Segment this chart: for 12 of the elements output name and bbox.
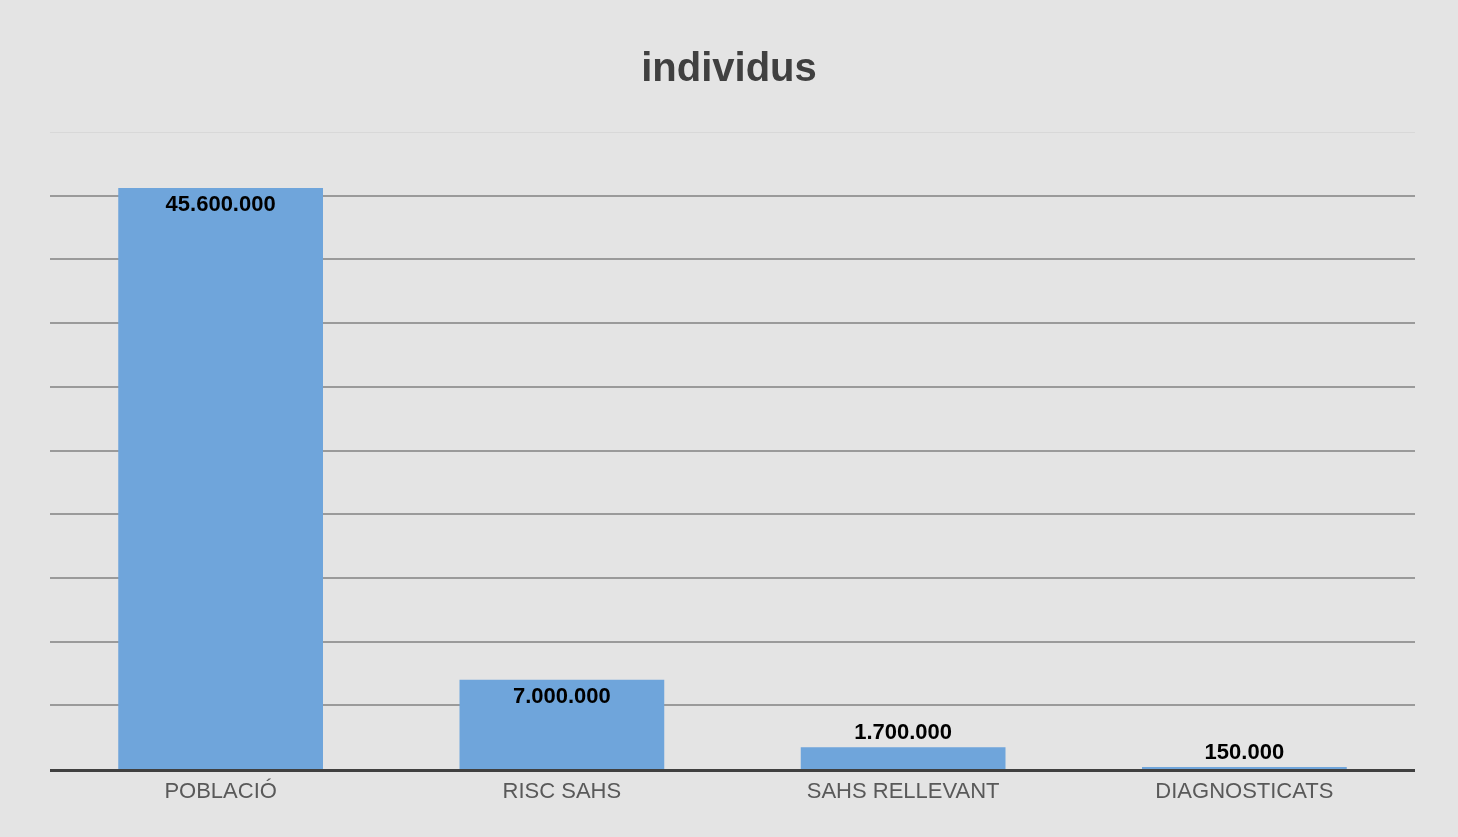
x-tick-label: DIAGNOSTICATS	[1155, 778, 1334, 804]
bar	[800, 747, 1006, 769]
x-tick-label: SAHS RELLEVANT	[806, 778, 1000, 804]
chart-title: individus	[641, 44, 817, 89]
x-tick-label: POBLACIÓ	[164, 778, 277, 804]
data-label: 1.700.000	[854, 719, 953, 745]
data-label: 7.000.000	[512, 682, 611, 708]
x-tick-label: RISC SAHS	[502, 778, 622, 804]
bar	[118, 188, 323, 769]
bar	[459, 679, 665, 769]
data-label: 45.600.000	[165, 191, 276, 217]
data-label: 150.000	[1204, 739, 1285, 764]
